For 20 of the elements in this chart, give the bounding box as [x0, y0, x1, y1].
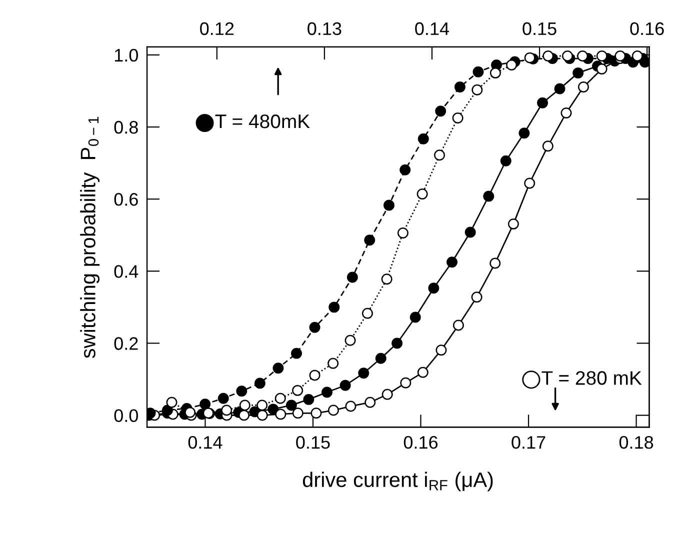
x2-tick-label: 0.15	[522, 22, 556, 36]
annotation: T = 280 mK	[542, 371, 642, 385]
annotation: T = 480mK	[215, 114, 310, 128]
x-tick-label: 0.18	[619, 436, 654, 449]
x2-tick-label: 0.16	[630, 22, 664, 36]
y-tick-label: 0.6	[114, 193, 138, 206]
x-tick-label: 0.15	[296, 436, 330, 449]
x2-tick-label: 0.12	[200, 22, 234, 36]
x-tick-label: 0.16	[404, 436, 438, 449]
y-tick-label: 1.0	[114, 48, 138, 62]
y-tick-label: 0.8	[114, 120, 138, 134]
x-tick-label: 0.17	[512, 436, 546, 449]
y-tick-label: 0.2	[114, 337, 138, 350]
x-tick-label: 0.14	[188, 436, 222, 449]
x2-tick-label: 0.14	[415, 22, 450, 36]
x2-tick-label: 0.13	[308, 22, 342, 36]
y-tick-label: 0.0	[114, 409, 138, 422]
y-tick-label: 0.4	[114, 265, 138, 278]
x-axis-title: drive current i$_{RF}$ (μA)	[302, 472, 493, 492]
y-axis-title: switching probability P$_{0−1}$	[80, 116, 100, 358]
